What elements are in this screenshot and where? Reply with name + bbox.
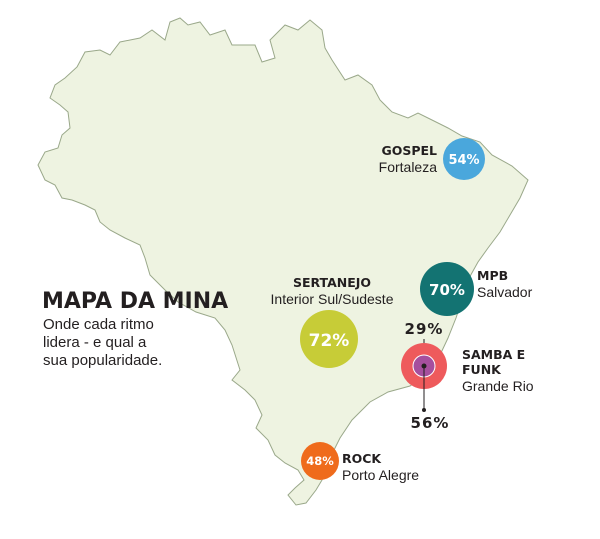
gospel-place-label: Fortaleza [379, 159, 438, 175]
samba-inner-percent: 29% [405, 320, 444, 338]
mpb-percent: 70% [429, 281, 465, 299]
mpb-genre-label: MPB [477, 268, 508, 283]
mpb-place-label: Salvador [477, 284, 533, 300]
samba-outer-percent: 56% [411, 414, 450, 432]
map-description-line-1: Onde cada ritmo [43, 316, 154, 333]
gospel-marker [443, 138, 485, 180]
samba-outer-leader-dot [422, 408, 426, 412]
rock-genre-label: ROCK [342, 451, 382, 466]
map-description-line-3: sua popularidade. [43, 352, 162, 369]
sertanejo-percent: 72% [309, 331, 350, 351]
sertanejo-marker [300, 310, 358, 368]
rock-place-label: Porto Alegre [342, 467, 419, 483]
map-title: MAPA DA MINA [42, 289, 228, 314]
rock-marker [301, 442, 339, 480]
gospel-genre-label: GOSPEL [381, 143, 437, 158]
samba-genre-label-line-2: FUNK [462, 362, 502, 377]
sertanejo-place-label: Interior Sul/Sudeste [271, 291, 394, 307]
gospel-percent: 54% [448, 153, 479, 168]
brazil-outline [37, 17, 529, 506]
samba-genre-label-line-1: SAMBA E [462, 347, 525, 362]
samba-place-label: Grande Rio [462, 378, 534, 394]
rock-percent: 48% [306, 454, 334, 468]
mpb-marker [420, 262, 474, 316]
sertanejo-genre-label: SERTANEJO [293, 275, 371, 290]
map-description-line-2: lidera - e qual a [43, 334, 147, 351]
